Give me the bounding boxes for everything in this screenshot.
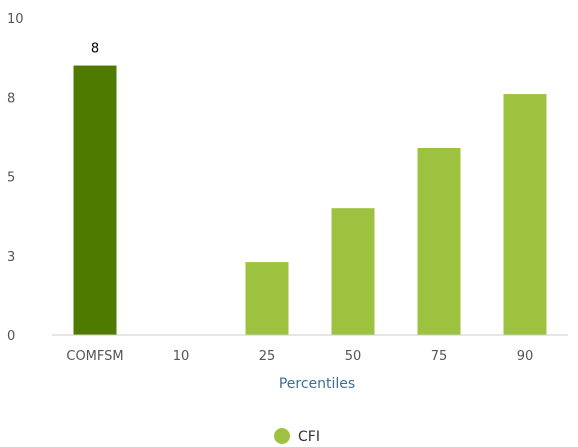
legend-label-cfi: CFI	[298, 429, 320, 445]
data-label: 8	[91, 42, 99, 57]
x-tick-label: 75	[431, 349, 448, 364]
x-tick-label: COMFSM	[66, 349, 123, 364]
bar-90[interactable]	[503, 94, 547, 335]
y-tick-label: 5	[7, 171, 15, 186]
bar-comfsm[interactable]	[73, 65, 117, 336]
x-axis-title: Percentiles	[279, 376, 355, 392]
x-tick-label: 25	[259, 349, 276, 364]
y-tick-label: 0	[7, 329, 15, 344]
x-axis: COMFSM 10 25 50 75 90	[52, 334, 568, 364]
legend[interactable]: CFI	[274, 428, 320, 445]
bar-50[interactable]	[331, 208, 375, 335]
y-axis: 0 3 5 8 10	[7, 12, 24, 344]
x-tick-label: 10	[173, 349, 190, 364]
bar-75[interactable]	[417, 147, 461, 335]
x-tick-label: 90	[517, 349, 534, 364]
y-tick-label: 8	[7, 91, 15, 106]
legend-marker-cfi	[274, 428, 290, 444]
y-tick-label: 10	[7, 12, 24, 27]
x-tick-label: 50	[345, 349, 362, 364]
bars: 8	[73, 42, 547, 336]
bar-25[interactable]	[245, 262, 289, 335]
y-tick-label: 3	[7, 250, 15, 265]
